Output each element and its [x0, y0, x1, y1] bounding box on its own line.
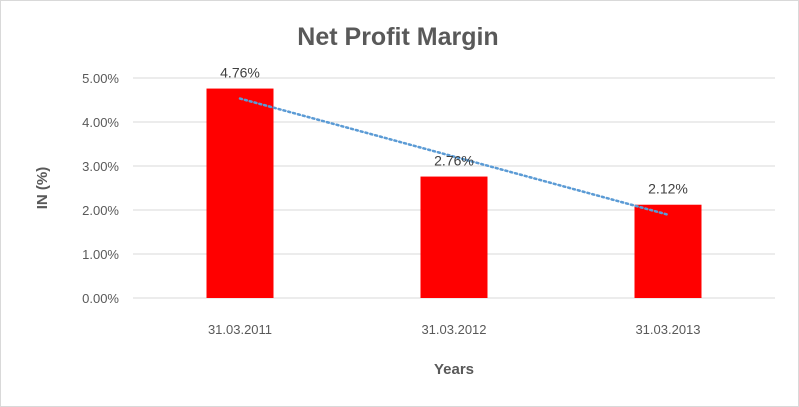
data-label-2: 2.12%: [648, 181, 688, 197]
trendline-layer: [238, 97, 670, 216]
data-label-0: 4.76%: [220, 65, 260, 81]
bar-0: [206, 88, 274, 298]
bar-2: [634, 204, 702, 298]
y-tick-label-5: 5.00%: [82, 71, 119, 86]
y-tick-label-1: 1.00%: [82, 247, 119, 262]
labels: 0.00% 1.00% 2.00% 3.00% 4.00% 5.00% 31.03.2011…: [82, 65, 700, 337]
x-tick-label-1: 31.03.2012: [421, 322, 486, 337]
trendline: [238, 97, 670, 216]
x-tick-label-0: 31.03.2011: [208, 322, 272, 337]
y-tick-label-0: 0.00%: [82, 291, 119, 306]
chart-title: Net Profit Margin: [297, 23, 498, 51]
data-label-1: 2.76%: [434, 153, 474, 169]
bars: [206, 88, 702, 298]
y-tick-label-2: 2.00%: [82, 203, 119, 218]
x-tick-label-2: 31.03.2013: [635, 322, 700, 337]
y-tick-label-3: 3.00%: [82, 159, 119, 174]
bar-1: [420, 176, 488, 298]
y-axis-title: IN (%): [34, 167, 51, 210]
y-tick-label-4: 4.00%: [82, 115, 119, 130]
x-axis-title: Years: [434, 361, 474, 378]
